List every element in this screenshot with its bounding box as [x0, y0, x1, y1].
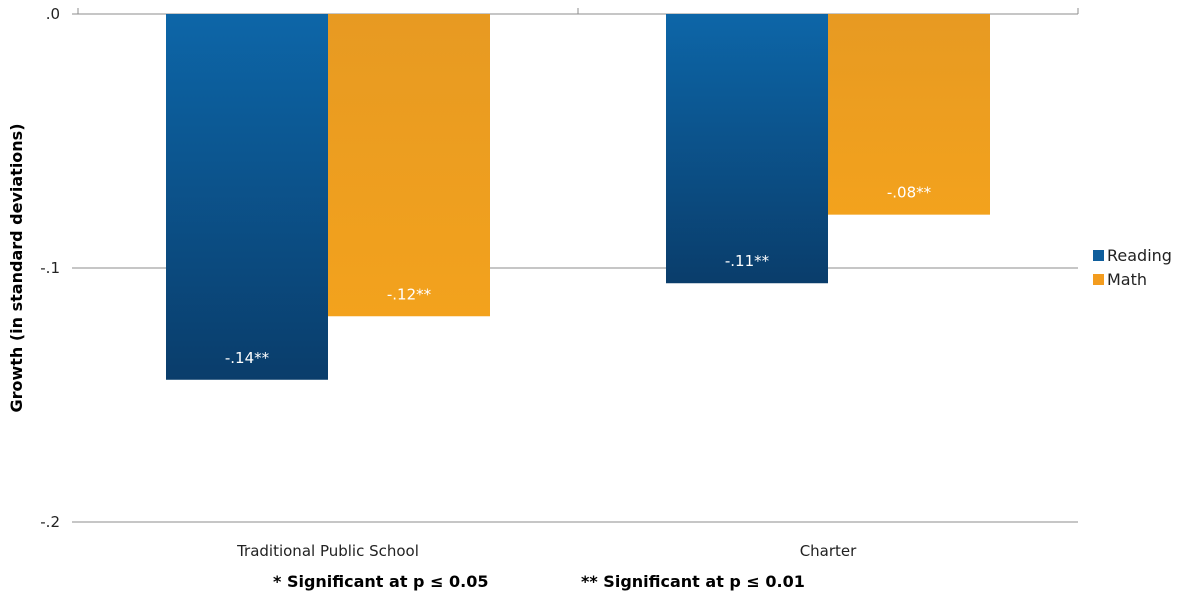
- y-tick-label-1: -.1: [40, 259, 60, 277]
- bar-math-0: [328, 14, 490, 317]
- bars: [166, 14, 990, 380]
- y-axis-title: Growth (in standard deviations): [7, 123, 26, 412]
- category-label-1: Charter: [800, 542, 857, 560]
- legend-label-math: Math: [1107, 270, 1147, 289]
- bar-reading-0: [166, 14, 328, 380]
- data-label-reading-0: -.14**: [225, 349, 270, 367]
- legend-label-reading: Reading: [1107, 246, 1172, 265]
- y-tick-label-0: .0: [46, 5, 60, 23]
- category-label-0: Traditional Public School: [236, 542, 419, 560]
- footnote-significance-05: * Significant at p ≤ 0.05: [273, 572, 489, 591]
- data-label-math-0: -.12**: [387, 285, 432, 303]
- legend-swatch-math: [1093, 274, 1104, 285]
- bar-reading-1: [666, 14, 828, 284]
- data-label-reading-1: -.11**: [725, 252, 770, 270]
- legend: Reading Math: [1093, 246, 1172, 289]
- bar-math-1: [828, 14, 990, 215]
- data-label-math-1: -.08**: [887, 184, 932, 202]
- labels: .0 -.1 -.2 -.14** -.12** Traditional Public S…: [40, 5, 931, 560]
- footnote-significance-01: ** Significant at p ≤ 0.01: [581, 572, 805, 591]
- y-tick-label-2: -.2: [40, 513, 60, 531]
- legend-swatch-reading: [1093, 250, 1104, 261]
